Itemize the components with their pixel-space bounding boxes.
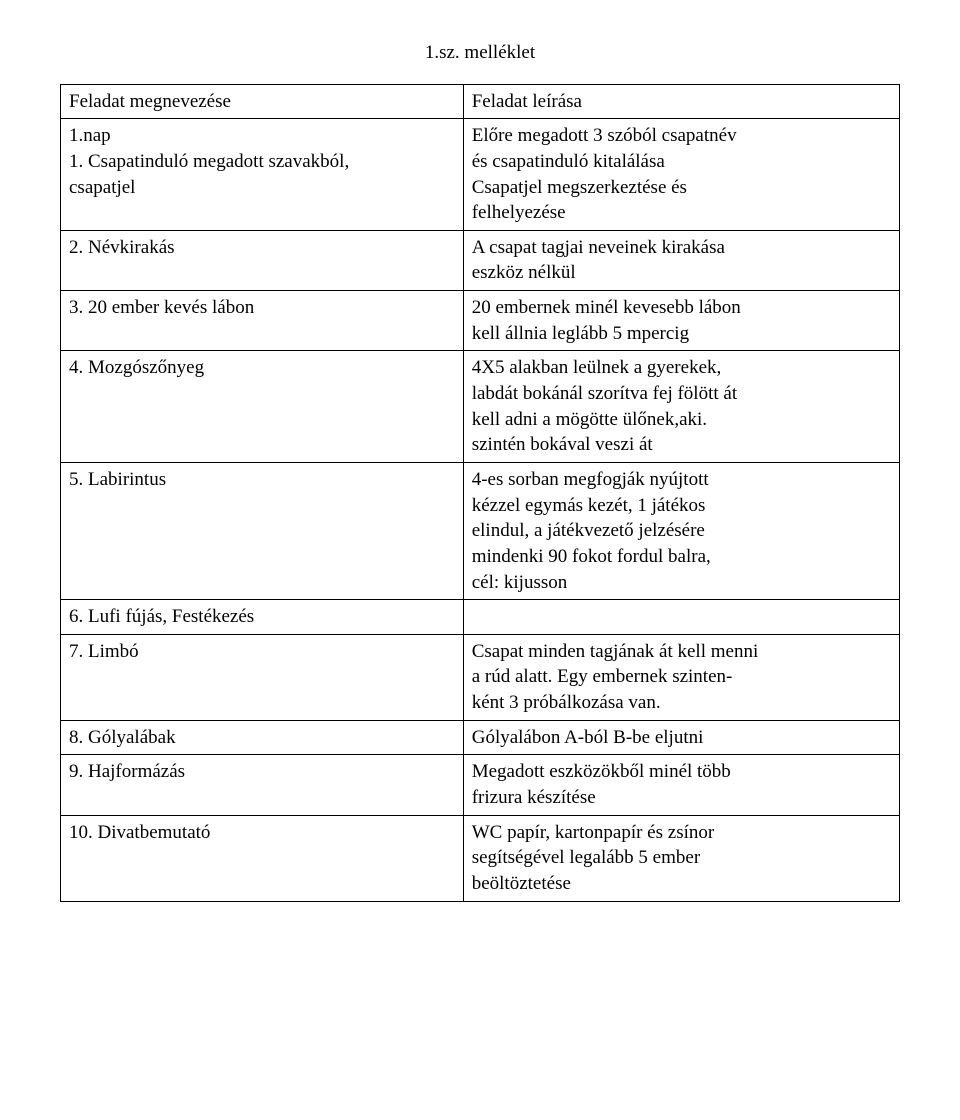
table-row: 2. Névkirakás A csapat tagjai neveinek ki… [61,230,900,290]
table-row: 9. Hajformázás Megadott eszközökből minél… [61,755,900,815]
text-line: 9. Hajformázás [69,759,455,785]
text-line: 8. Gólyalábak [69,725,455,751]
text-line: 2. Névkirakás [69,235,455,261]
task-description: WC papír, kartonpapír és zsínorsegítségé… [463,815,899,901]
text-line: Csapatjel megszerkeztése és [472,175,891,201]
task-description: Előre megadott 3 szóból csapatnévés csap… [463,119,899,231]
table-header-row: Feladat megnevezése Feladat leírása [61,84,900,119]
task-description [463,600,899,635]
text-line: szintén bokával veszi át [472,432,891,458]
task-name: 1.nap1. Csapatinduló megadott szavakból,… [61,119,464,231]
table-row: 8. Gólyalábak Gólyalábon A-ból B-be eljut… [61,720,900,755]
task-name: 3. 20 ember kevés lábon [61,291,464,351]
table-row: 1.nap1. Csapatinduló megadott szavakból,… [61,119,900,231]
text-line: cél: kijusson [472,570,891,596]
text-line: segítségével legalább 5 ember [472,845,891,871]
table-row: 5. Labirintus 4-es sorban megfogják nyújt… [61,462,900,599]
text-line: mindenki 90 fokot fordul balra, [472,544,891,570]
task-description: 20 embernek minél kevesebb lábonkell áll… [463,291,899,351]
task-name: 9. Hajformázás [61,755,464,815]
text-line: 4X5 alakban leülnek a gyerekek, [472,355,891,381]
text-line: 20 embernek minél kevesebb lábon [472,295,891,321]
text-line: 3. 20 ember kevés lábon [69,295,455,321]
text-line: a rúd alatt. Egy embernek szinten- [472,664,891,690]
task-description: 4X5 alakban leülnek a gyerekek,labdát bo… [463,351,899,463]
header-left: Feladat megnevezése [61,84,464,119]
task-description: A csapat tagjai neveinek kirakásaeszköz … [463,230,899,290]
task-description: 4-es sorban megfogják nyújtottkézzel egy… [463,462,899,599]
page-title: 1.sz. melléklet [60,40,900,66]
text-line: csapatjel [69,175,455,201]
text-line: 4. Mozgószőnyeg [69,355,455,381]
text-line: labdát bokánál szorítva fej fölött át [472,381,891,407]
text-line: kell állnia leglább 5 mpercig [472,321,891,347]
text-line: 5. Labirintus [69,467,455,493]
table-row: 3. 20 ember kevés lábon 20 embernek miné… [61,291,900,351]
task-name: 5. Labirintus [61,462,464,599]
task-name: 2. Névkirakás [61,230,464,290]
text-line: 4-es sorban megfogják nyújtott [472,467,891,493]
task-name: 4. Mozgószőnyeg [61,351,464,463]
text-line: 7. Limbó [69,639,455,665]
text-line: Előre megadott 3 szóból csapatnév [472,123,891,149]
task-name: 6. Lufi fújás, Festékezés [61,600,464,635]
text-line: Csapat minden tagjának át kell menni [472,639,891,665]
text-line: Feladat megnevezése [69,89,455,115]
text-line: 1.nap [69,123,455,149]
text-line: kézzel egymás kezét, 1 játékos [472,493,891,519]
text-line: Megadott eszközökből minél több [472,759,891,785]
task-name: 10. Divatbemutató [61,815,464,901]
task-name: 7. Limbó [61,634,464,720]
tasks-table: Feladat megnevezéseFeladat leírása1.nap1… [60,84,900,902]
text-line: Feladat leírása [472,89,891,115]
table-row: 6. Lufi fújás, Festékezés [61,600,900,635]
task-description: Gólyalábon A-ból B-be eljutni [463,720,899,755]
table-row: 7. Limbó Csapat minden tagjának át kell m… [61,634,900,720]
text-line: és csapatinduló kitalálása [472,149,891,175]
text-line: 10. Divatbemutató [69,820,455,846]
table-row: 10. Divatbemutató WC papír, kartonpapír é… [61,815,900,901]
text-line: kell adni a mögötte ülőnek,aki. [472,407,891,433]
header-right: Feladat leírása [463,84,899,119]
text-line: A csapat tagjai neveinek kirakása [472,235,891,261]
text-line: frizura készítése [472,785,891,811]
text-line: 6. Lufi fújás, Festékezés [69,604,455,630]
task-name: 8. Gólyalábak [61,720,464,755]
text-line: WC papír, kartonpapír és zsínor [472,820,891,846]
text-line: Gólyalábon A-ból B-be eljutni [472,725,891,751]
text-line: beöltöztetése [472,871,891,897]
text-line: ként 3 próbálkozása van. [472,690,891,716]
text-line: elindul, a játékvezető jelzésére [472,518,891,544]
text-line: 1. Csapatinduló megadott szavakból, [69,149,455,175]
text-line: eszköz nélkül [472,260,891,286]
task-description: Csapat minden tagjának át kell menni a r… [463,634,899,720]
task-description: Megadott eszközökből minél többfrizura k… [463,755,899,815]
text-line: felhelyezése [472,200,891,226]
table-row: 4. Mozgószőnyeg 4X5 alakban leülnek a gye… [61,351,900,463]
